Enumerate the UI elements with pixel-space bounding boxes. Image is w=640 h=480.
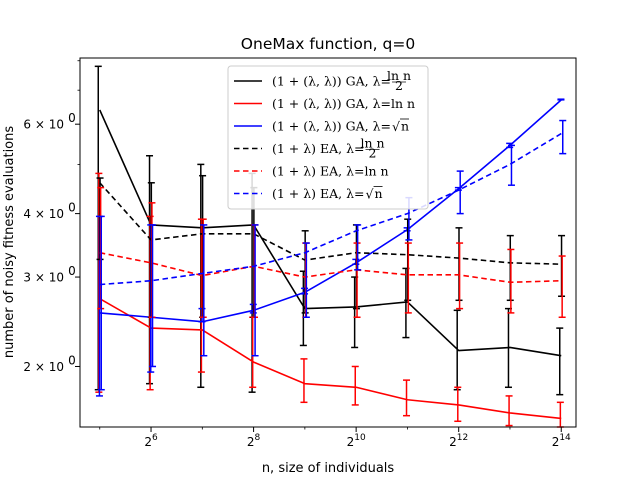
y-tick-label: 6 × 10 <box>23 118 64 132</box>
axes-frame <box>79 57 577 428</box>
legend-label-main: (1 + λ) EA, λ=ln n <box>272 164 389 179</box>
series-line <box>99 182 562 265</box>
x-tick-base: 2 <box>552 435 560 449</box>
y-tick-mantissa: 6 × 10 <box>23 118 64 132</box>
x-tick-base: 2 <box>144 435 152 449</box>
y-axis-label: number of noisy fitness evaluations <box>2 126 17 359</box>
y-tick-exponent: 0 <box>68 201 76 215</box>
legend-entry: (1 + (λ, λ)) GA, λ=ln n <box>234 96 415 111</box>
x-tick-base: 2 <box>347 435 355 449</box>
legend-frac-numerator: ln n <box>387 68 411 83</box>
x-tick-label: 210 <box>347 433 366 449</box>
legend-frac-denominator: 2 <box>369 146 377 161</box>
legend-label: (1 + λ) EA, λ=ln n <box>272 164 389 179</box>
legend-box <box>227 65 429 210</box>
legend-frac-denominator: 2 <box>395 78 403 93</box>
legend-sqrt-arg: n <box>375 186 383 201</box>
legend-label: (1 + (λ, λ)) GA, λ= <box>272 119 391 134</box>
y-tick-exponent: 0 <box>68 111 76 125</box>
y-tick-exponent: 0 <box>68 353 76 367</box>
legend-label: (1 + λ) EA, λ= <box>272 186 365 201</box>
legend-entry: (1 + (λ, λ)) GA, λ=ln n2 <box>234 68 411 93</box>
y-tick-label: 4 × 10 <box>23 207 64 221</box>
y-tick-exponent: 0 <box>68 264 76 278</box>
legend-frac-numerator: ln n <box>360 136 384 151</box>
x-axis-label: n, size of individuals <box>262 461 395 476</box>
x-tick-exponent: 6 <box>152 433 158 443</box>
legend-label-main: (1 + (λ, λ)) GA, λ= <box>272 119 391 134</box>
legend-label: (1 + (λ, λ)) GA, λ=ln n <box>272 96 415 111</box>
x-tick-label: 214 <box>552 433 571 449</box>
x-tick-exponent: 10 <box>354 433 366 443</box>
chart-title: OneMax function, q=0 <box>241 35 415 53</box>
legend-sqrt-sign: √ <box>366 187 374 202</box>
legend-label-main: (1 + λ) EA, λ= <box>272 186 365 201</box>
legend-label-main: (1 + (λ, λ)) GA, λ= <box>272 74 391 89</box>
legend-entry: (1 + λ) EA, λ=ln n <box>234 164 389 179</box>
legend-entry: (1 + λ) EA, λ=ln n2 <box>234 136 385 161</box>
legend: (1 + (λ, λ)) GA, λ=ln n2(1 + (λ, λ)) GA,… <box>227 65 429 210</box>
legend-label-main: (1 + λ) EA, λ= <box>272 141 365 156</box>
legend-label: (1 + λ) EA, λ= <box>272 141 365 156</box>
series-line <box>99 132 562 286</box>
legend-label: (1 + (λ, λ)) GA, λ= <box>272 74 391 89</box>
legend-label-main: (1 + (λ, λ)) GA, λ=ln n <box>272 96 415 111</box>
x-tick-label: 212 <box>449 433 468 449</box>
x-tick-base: 2 <box>449 435 457 449</box>
y-tick-mantissa: 4 × 10 <box>23 207 64 221</box>
legend-entry: (1 + λ) EA, λ= √ n <box>234 186 383 202</box>
y-tick-mantissa: 2 × 10 <box>23 360 64 374</box>
series-line <box>99 99 562 323</box>
x-tick-base: 2 <box>247 435 255 449</box>
legend-entry: (1 + (λ, λ)) GA, λ= √ n <box>234 119 409 134</box>
x-tick-label: 28 <box>247 433 261 449</box>
y-tick-mantissa: 3 × 10 <box>23 271 64 285</box>
x-tick-exponent: 12 <box>457 433 468 443</box>
series-line <box>99 297 562 420</box>
legend-sqrt-sign: √ <box>392 119 400 134</box>
series-1 <box>94 65 564 396</box>
x-tick-label: 26 <box>144 433 158 449</box>
series-line <box>99 109 562 357</box>
legend-sqrt-arg: n <box>401 119 409 134</box>
series-line <box>99 251 562 284</box>
y-tick-label: 2 × 10 <box>23 360 64 374</box>
x-tick-exponent: 8 <box>255 433 261 443</box>
y-tick-label: 3 × 10 <box>23 271 64 285</box>
x-tick-exponent: 14 <box>559 433 571 443</box>
